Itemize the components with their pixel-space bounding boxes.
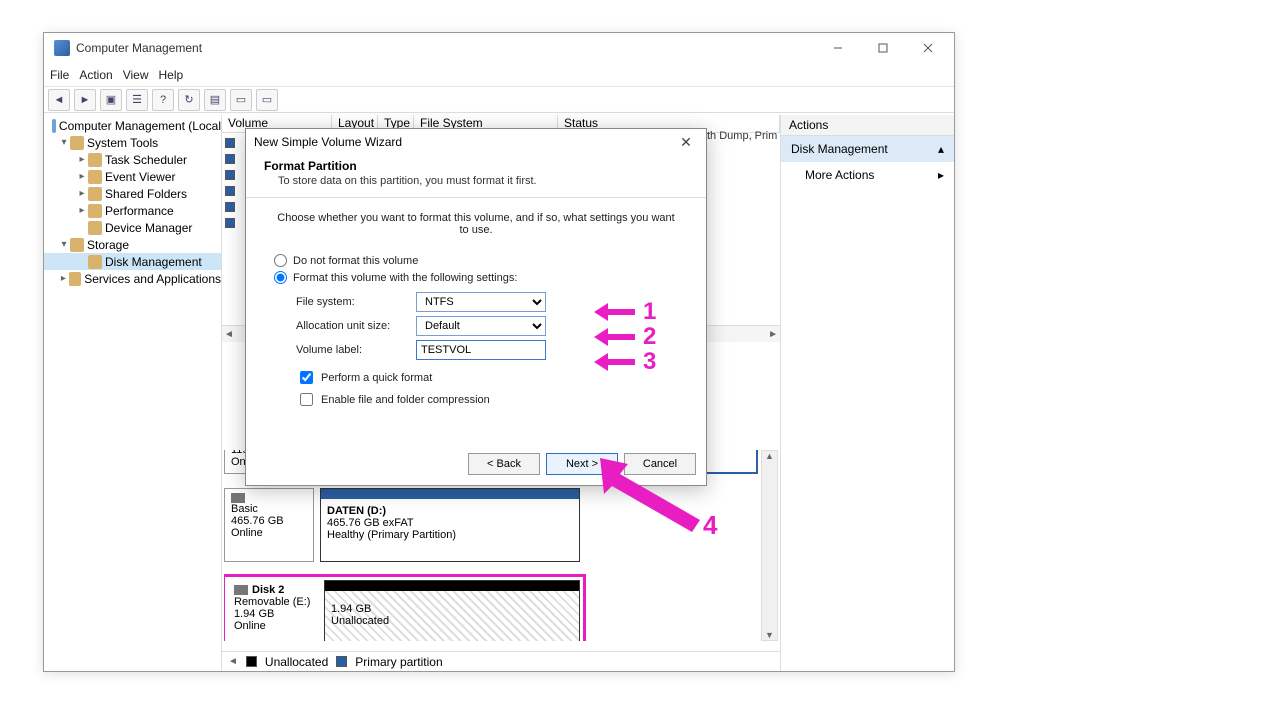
tree-root[interactable]: Computer Management (Local: [59, 119, 221, 133]
legend-unallocated: Unallocated: [265, 655, 328, 669]
wizard-lead: Choose whether you want to format this v…: [274, 212, 678, 236]
wizard-close-button[interactable]: ✕: [674, 134, 698, 151]
arrow-icon: [585, 305, 635, 319]
back-button[interactable]: < Back: [468, 453, 540, 475]
arrow-icon: [585, 355, 635, 369]
toolbar: ◄ ► ▣ ☰ ? ↻ ▤ ▭ ▭: [44, 87, 954, 113]
disk1-part-size: 465.76 GB exFAT: [327, 517, 573, 529]
diskmgmt-icon: [88, 255, 102, 269]
disk1-part-name: DATEN (D:): [327, 505, 573, 517]
disk2-status: Online: [234, 620, 312, 632]
volume-list-peek: [222, 133, 242, 230]
back-icon[interactable]: ◄: [48, 89, 70, 111]
disk1-size: 465.76 GB: [231, 515, 307, 527]
allocation-select[interactable]: Default: [416, 316, 546, 336]
menubar: File Action View Help: [44, 63, 954, 87]
up-icon[interactable]: ▣: [100, 89, 122, 111]
app-icon: [54, 40, 70, 56]
arrow-icon: [585, 330, 635, 344]
disk2-part-size: 1.94 GB: [331, 603, 573, 615]
wizard-heading: Format Partition: [264, 159, 357, 173]
tree-task-scheduler[interactable]: Task Scheduler: [105, 153, 187, 167]
tree-device-manager[interactable]: Device Manager: [105, 221, 192, 235]
disk2-part-status: Unallocated: [331, 615, 573, 627]
legend-unallocated-swatch: [246, 656, 257, 667]
perf-icon: [88, 204, 102, 218]
titlebar: Computer Management: [44, 33, 954, 63]
disk2-type: Removable (E:): [234, 596, 312, 608]
collapse-icon: ▴: [938, 142, 944, 156]
radio-format-label: Format this volume with the following se…: [293, 272, 517, 284]
radio-format[interactable]: [274, 271, 287, 284]
disk2-row[interactable]: Disk 2 Removable (E:) 1.94 GB Online 1.9…: [224, 576, 584, 641]
disk1-status: Online: [231, 527, 307, 539]
disk-icon: [231, 493, 245, 503]
annotation-2: 2: [585, 323, 656, 351]
scheduler-icon: [88, 153, 102, 167]
volume-label-input[interactable]: [416, 340, 546, 360]
annotation-3: 3: [585, 348, 656, 376]
forward-icon[interactable]: ►: [74, 89, 96, 111]
prop2-icon[interactable]: ▭: [256, 89, 278, 111]
devmgr-icon: [88, 221, 102, 235]
tree-services[interactable]: Services and Applications: [84, 272, 221, 286]
v-scrollbar[interactable]: ▲▼: [761, 450, 778, 641]
annotation-4: 4: [703, 510, 717, 541]
disk1-part-status: Healthy (Primary Partition): [327, 529, 573, 541]
disk-icon: [234, 585, 248, 595]
allocation-label: Allocation unit size:: [296, 320, 416, 332]
legend: ◄ Unallocated Primary partition: [222, 651, 780, 671]
volume-label-label: Volume label:: [296, 344, 416, 356]
legend-primary-swatch: [336, 656, 347, 667]
quick-format-label: Perform a quick format: [321, 372, 432, 384]
storage-icon: [70, 238, 84, 252]
actions-pane: Actions Disk Management▴ More Actions▸: [780, 115, 954, 671]
filesystem-label: File system:: [296, 296, 416, 308]
nav-tree[interactable]: Computer Management (Local ▾System Tools…: [44, 115, 222, 671]
help-icon[interactable]: ?: [152, 89, 174, 111]
menu-action[interactable]: Action: [79, 68, 112, 82]
tree-storage[interactable]: Storage: [87, 238, 129, 252]
close-button[interactable]: [905, 34, 950, 62]
radio-no-format[interactable]: [274, 254, 287, 267]
compression-label: Enable file and folder compression: [321, 394, 490, 406]
disk2-name: Disk 2: [252, 584, 284, 596]
tree-shared-folders[interactable]: Shared Folders: [105, 187, 187, 201]
status-peek: th Dump, Prim: [707, 130, 777, 142]
shared-icon: [88, 187, 102, 201]
filesystem-select[interactable]: NTFS: [416, 292, 546, 312]
expand-icon: ▸: [938, 168, 944, 182]
refresh-icon[interactable]: ↻: [178, 89, 200, 111]
legend-primary: Primary partition: [355, 655, 442, 669]
compression-checkbox[interactable]: [300, 393, 313, 406]
annotation-1: 1: [585, 298, 656, 326]
actions-header: Actions: [781, 115, 954, 136]
menu-file[interactable]: File: [50, 68, 69, 82]
tree-icon[interactable]: ☰: [126, 89, 148, 111]
actions-more[interactable]: More Actions▸: [781, 162, 954, 188]
quick-format-checkbox[interactable]: [300, 371, 313, 384]
services-icon: [69, 272, 82, 286]
disk1-type: Basic: [231, 503, 307, 515]
radio-no-format-label: Do not format this volume: [293, 255, 418, 267]
prop-icon[interactable]: ▭: [230, 89, 252, 111]
tree-system-tools[interactable]: System Tools: [87, 136, 158, 150]
menu-view[interactable]: View: [123, 68, 149, 82]
tree-disk-management[interactable]: Disk Management: [105, 255, 202, 269]
list-icon[interactable]: ▤: [204, 89, 226, 111]
tree-event-viewer[interactable]: Event Viewer: [105, 170, 175, 184]
menu-help[interactable]: Help: [159, 68, 184, 82]
maximize-button[interactable]: [860, 34, 905, 62]
wizard-title: New Simple Volume Wizard: [254, 135, 402, 149]
disk2-size: 1.94 GB: [234, 608, 312, 620]
wizard-subheading: To store data on this partition, you mus…: [278, 175, 688, 187]
tree-performance[interactable]: Performance: [105, 204, 174, 218]
computer-icon: [52, 119, 56, 133]
event-icon: [88, 170, 102, 184]
actions-disk-management[interactable]: Disk Management▴: [781, 136, 954, 162]
minimize-button[interactable]: [815, 34, 860, 62]
window-title: Computer Management: [76, 41, 815, 55]
tools-icon: [70, 136, 84, 150]
